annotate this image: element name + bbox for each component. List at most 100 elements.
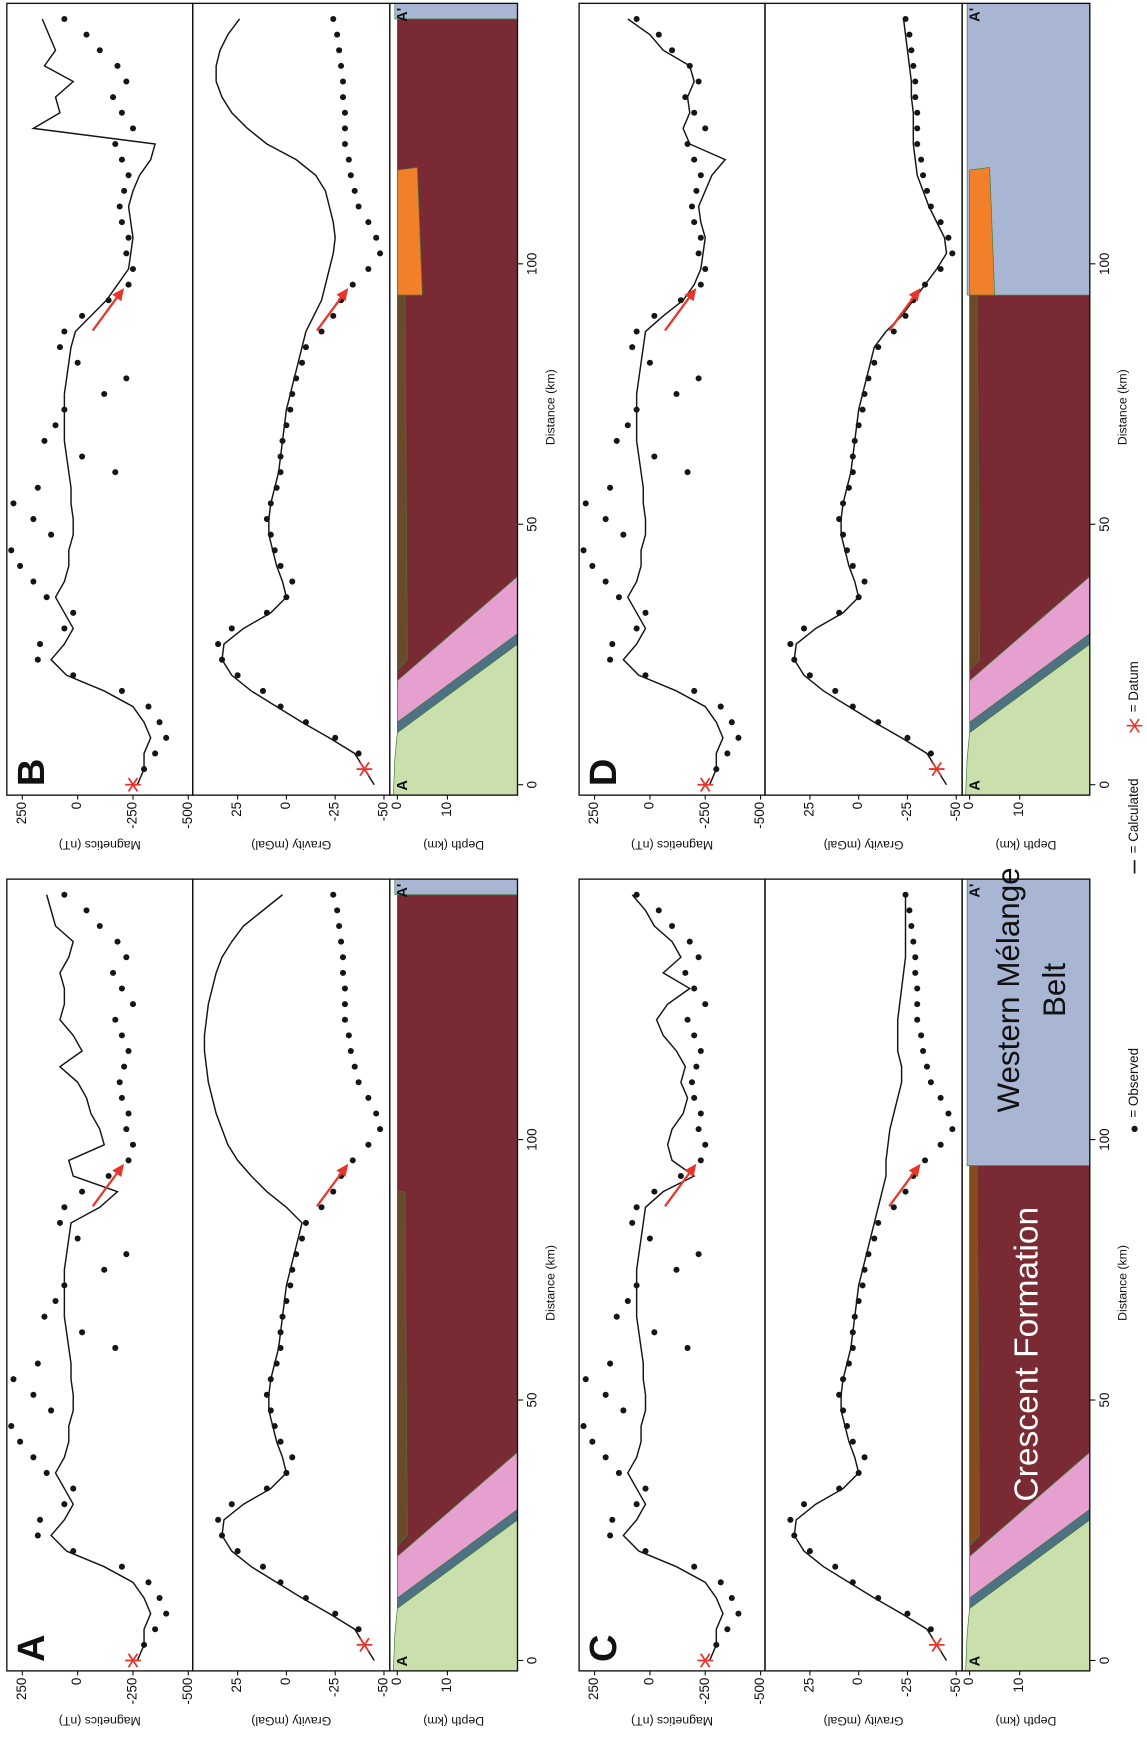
observed-point bbox=[330, 312, 337, 319]
observed-point bbox=[691, 687, 698, 694]
observed-point bbox=[30, 578, 37, 585]
observed-point bbox=[927, 1079, 934, 1086]
observed-point bbox=[580, 547, 587, 554]
observed-point bbox=[341, 1016, 348, 1023]
observed-point bbox=[728, 1594, 735, 1601]
observed-point bbox=[914, 125, 921, 132]
y-tick-label: -25 bbox=[899, 1678, 914, 1697]
observed-point bbox=[673, 391, 680, 398]
observed-point bbox=[289, 1266, 296, 1273]
observed-point bbox=[125, 1110, 132, 1117]
arrow-head bbox=[684, 288, 697, 302]
observed-point bbox=[101, 1266, 108, 1273]
observed-point bbox=[365, 265, 372, 273]
plot-frame bbox=[6, 878, 194, 1672]
observed-point bbox=[633, 1282, 640, 1289]
y-axis-title: Depth (km) bbox=[423, 1714, 484, 1728]
observed-point bbox=[945, 1110, 952, 1117]
observed-point bbox=[849, 1438, 856, 1445]
observed-point bbox=[633, 406, 640, 413]
observed-point bbox=[849, 562, 856, 569]
observed-point bbox=[152, 1626, 159, 1633]
observed-point bbox=[34, 1532, 41, 1539]
observed-point bbox=[121, 1063, 128, 1070]
observed-point bbox=[851, 1313, 858, 1320]
observed-point bbox=[17, 562, 24, 569]
observed-point bbox=[373, 234, 380, 241]
observed-point bbox=[338, 62, 345, 69]
observed-point bbox=[302, 1594, 309, 1601]
observed-point bbox=[927, 203, 934, 210]
observed-point bbox=[377, 250, 384, 257]
observed-point bbox=[697, 1110, 704, 1117]
observed-point bbox=[118, 109, 125, 116]
observed-point bbox=[79, 1188, 86, 1195]
observed-point bbox=[279, 437, 286, 444]
observed-point bbox=[341, 125, 348, 132]
observed-point bbox=[582, 1376, 589, 1383]
observed-point bbox=[118, 1032, 125, 1039]
observed-point bbox=[923, 187, 931, 194]
observed-point bbox=[651, 1329, 658, 1336]
observed-point bbox=[902, 312, 909, 319]
arrow-head bbox=[908, 1163, 921, 1178]
plot-frame bbox=[192, 878, 391, 1672]
observed-point bbox=[48, 531, 55, 538]
observed-point bbox=[836, 1485, 843, 1492]
observed-point bbox=[279, 1313, 286, 1320]
observed-point bbox=[629, 344, 636, 351]
observed-point bbox=[912, 969, 919, 976]
observed-point bbox=[724, 1626, 731, 1633]
observed-point bbox=[613, 1313, 620, 1320]
arrow bbox=[664, 294, 693, 332]
observed-point bbox=[8, 547, 15, 554]
observed-point bbox=[642, 609, 649, 616]
observed-point bbox=[937, 265, 944, 273]
section-label: Belt bbox=[1037, 963, 1072, 1017]
y-tick-label: -500 bbox=[180, 802, 195, 829]
observed-point bbox=[607, 484, 614, 491]
observed-point bbox=[871, 359, 878, 366]
observed-point bbox=[277, 1438, 284, 1445]
observed-point bbox=[655, 31, 662, 38]
observed-point bbox=[267, 1376, 274, 1383]
observed-point bbox=[735, 1610, 742, 1617]
observed-point bbox=[273, 484, 280, 491]
observed-point bbox=[832, 687, 839, 694]
observed-point bbox=[273, 1360, 280, 1367]
observed-point bbox=[914, 1016, 921, 1023]
observed-point bbox=[156, 1594, 163, 1601]
observed-point bbox=[355, 1626, 362, 1633]
observed-point bbox=[791, 656, 798, 663]
y-tick-label: 10 bbox=[439, 1678, 454, 1693]
y-tick-label: 0 bbox=[850, 802, 865, 809]
observed-point bbox=[691, 1563, 698, 1570]
observed-point bbox=[607, 656, 614, 663]
observed-point bbox=[355, 750, 362, 757]
observed-point bbox=[914, 109, 921, 116]
y-tick-label: -500 bbox=[752, 1678, 767, 1705]
observed-point bbox=[334, 31, 341, 38]
observed-point bbox=[43, 1469, 50, 1476]
observed-point bbox=[684, 140, 691, 148]
observed-point bbox=[277, 453, 284, 460]
observed-point bbox=[624, 422, 631, 429]
observed-point bbox=[123, 954, 130, 961]
observed-point bbox=[105, 297, 112, 304]
observed-point bbox=[801, 1501, 808, 1508]
datum-marker bbox=[931, 1637, 942, 1653]
observed-point bbox=[112, 1016, 119, 1023]
observed-point bbox=[669, 47, 676, 54]
calculated-line bbox=[203, 894, 375, 1661]
observed-point bbox=[695, 375, 702, 382]
observed-point bbox=[129, 1141, 137, 1148]
x-tick-label: 50 bbox=[1097, 517, 1112, 532]
y-tick-label: -500 bbox=[752, 802, 767, 829]
observed-point bbox=[96, 922, 103, 930]
observed-point bbox=[937, 1094, 944, 1101]
observed-point bbox=[602, 516, 609, 523]
observed-point bbox=[908, 922, 915, 930]
arrow bbox=[91, 294, 120, 332]
x-tick-label: 100 bbox=[1097, 1128, 1112, 1150]
observed-point bbox=[849, 469, 856, 476]
